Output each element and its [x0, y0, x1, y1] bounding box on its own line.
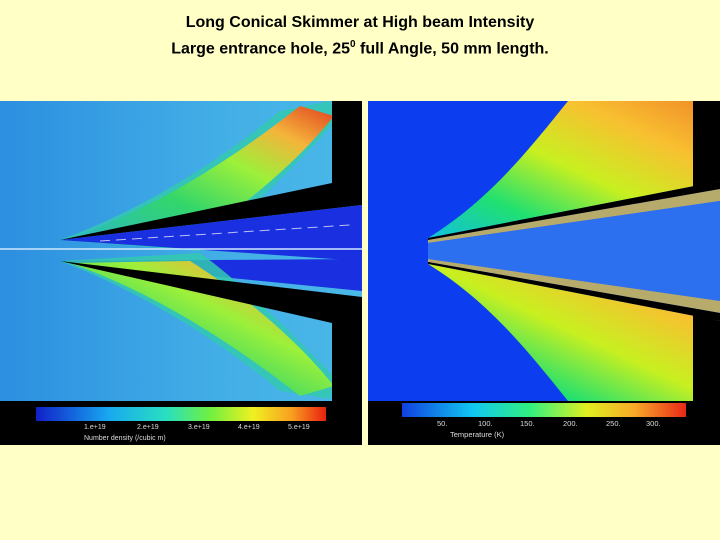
density-colorbar-label: Number density (/cubic m) — [84, 435, 166, 442]
temperature-tick: 150. — [520, 419, 535, 428]
temperature-tick: 100. — [478, 419, 493, 428]
density-tick: 3.e+19 — [188, 424, 210, 431]
slide-title: Long Conical Skimmer at High beam Intens… — [0, 12, 720, 60]
density-tick: 5.e+19 — [288, 424, 310, 431]
title-line-2: Large entrance hole, 250 full Angle, 50 … — [0, 34, 720, 60]
temperature-colorbar-label: Temperature (K) — [450, 430, 505, 439]
temperature-simulation-image: 50. 100. 150. 200. 250. 300. Temperature… — [368, 101, 720, 445]
density-tick: 2.e+19 — [137, 424, 159, 431]
temperature-tick: 50. — [437, 419, 447, 428]
density-simulation-image: 1.e+19 2.e+19 3.e+19 4.e+19 5.e+19 Numbe… — [0, 101, 362, 445]
density-tick: 1.e+19 — [84, 424, 106, 431]
temperature-tick: 300. — [646, 419, 661, 428]
density-tick: 4.e+19 — [238, 424, 260, 431]
temperature-colorbar — [402, 403, 686, 417]
title-line-1: Long Conical Skimmer at High beam Intens… — [0, 12, 720, 34]
density-colorbar — [36, 407, 326, 421]
temperature-tick: 200. — [563, 419, 578, 428]
temperature-tick: 250. — [606, 419, 621, 428]
